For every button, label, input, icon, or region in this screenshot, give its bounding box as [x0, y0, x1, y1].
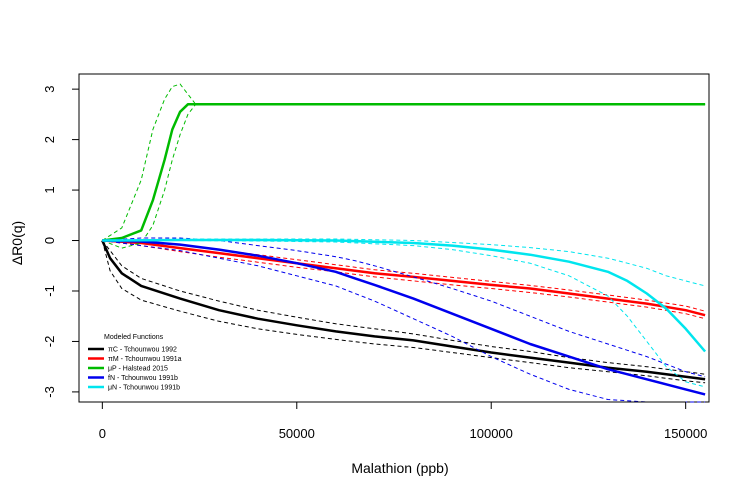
series-line	[101, 239, 706, 381]
series-upper-bound	[102, 238, 706, 287]
series-lower-bound	[102, 240, 706, 388]
series-upper-bound	[102, 83, 706, 241]
series-0	[101, 239, 706, 384]
x-axis-title: Malathion (ppb)	[351, 460, 448, 476]
series-upper-bound	[101, 240, 706, 375]
series-line	[102, 103, 706, 242]
legend-title: Modeled Functions	[104, 334, 164, 341]
legend-label: μP - Halstead 2015	[108, 366, 168, 373]
y-axis: 3 2 1 0 -1 -2 -3	[42, 86, 80, 398]
y-tick-label: 1	[42, 186, 57, 193]
series-1	[102, 239, 706, 320]
x-tick-label: 50000	[279, 426, 315, 441]
legend-label: πM - Tchounwou 1991a	[108, 356, 182, 363]
series-layer	[101, 83, 707, 403]
series-lower-bound	[101, 240, 706, 384]
y-axis-title: ΔR0(q)	[9, 221, 25, 265]
x-tick-label: 100000	[470, 426, 513, 441]
series-lower-bound	[102, 103, 706, 249]
series-2	[102, 83, 706, 249]
x-tick-label: 150000	[664, 426, 707, 441]
y-tick-label: -2	[42, 336, 57, 348]
x-axis: 0 50000 100000 150000	[99, 401, 707, 441]
series-lower-bound	[102, 240, 706, 403]
y-tick-label: -3	[42, 386, 57, 398]
y-tick-label: 2	[42, 136, 57, 143]
legend-label: fN - Tchounwou 1991b	[108, 375, 178, 382]
series-upper-bound	[102, 237, 706, 378]
series-3	[102, 237, 706, 403]
y-tick-label: 0	[42, 237, 57, 244]
series-line	[102, 239, 706, 317]
series-line	[102, 239, 706, 396]
legend: Modeled Functions πC - Tchounwou 1992 πM …	[88, 334, 182, 392]
series-lower-bound	[102, 240, 706, 320]
legend-label: πC - Tchounwou 1992	[108, 347, 177, 354]
legend-label: μN - Tchounwou 1991b	[108, 385, 180, 392]
y-tick-label: -1	[42, 285, 57, 297]
x-tick-label: 0	[99, 426, 106, 441]
series-4	[102, 238, 707, 388]
y-tick-label: 3	[42, 86, 57, 93]
series-upper-bound	[102, 240, 706, 312]
series-line	[102, 238, 707, 353]
